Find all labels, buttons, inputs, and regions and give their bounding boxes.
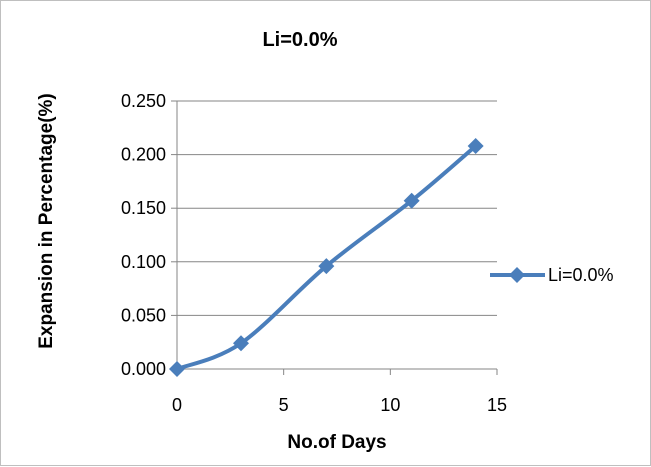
y-tick-label: 0.050 xyxy=(121,305,166,325)
data-point-marker xyxy=(403,192,420,209)
legend: Li=0.0% xyxy=(490,265,614,285)
data-point-marker xyxy=(233,335,249,352)
x-axis-title: No.of Days xyxy=(287,432,386,453)
y-axis-title: Expansion in Percentage(%) xyxy=(36,93,57,349)
y-tick-label: 0.150 xyxy=(121,198,166,218)
series-group xyxy=(169,138,484,377)
y-tick-label: 0.250 xyxy=(121,91,166,111)
x-tick-label: 0 xyxy=(172,395,182,415)
gridlines xyxy=(177,100,497,316)
legend-label: Li=0.0% xyxy=(548,265,614,285)
y-axis-ticks: 0.000 0.050 0.100 0.150 0.200 0.250 xyxy=(121,91,177,379)
data-point-marker xyxy=(318,258,335,275)
x-tick-label: 15 xyxy=(487,395,507,415)
y-tick-label: 0.200 xyxy=(121,145,166,165)
legend-marker xyxy=(509,267,525,283)
x-axis-ticks: 0 5 10 15 xyxy=(172,369,507,415)
x-tick-label: 10 xyxy=(380,395,400,415)
data-point-marker xyxy=(467,138,484,155)
chart-title: Li=0.0% xyxy=(262,29,337,51)
x-tick-label: 5 xyxy=(279,395,289,415)
data-point-marker xyxy=(169,361,185,377)
y-tick-label: 0.000 xyxy=(121,359,166,379)
series-line xyxy=(175,144,478,371)
y-tick-label: 0.100 xyxy=(121,252,166,272)
